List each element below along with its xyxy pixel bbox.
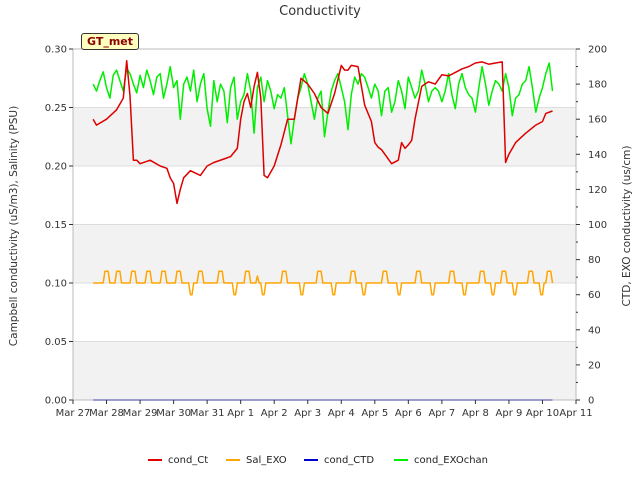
- legend-swatch-cond-ctd: [304, 459, 318, 461]
- x-tick-label: Apr 11: [559, 408, 592, 419]
- legend-item-cond-exochan: cond_EXOchan: [394, 450, 488, 470]
- right-y-tick-label: 200: [588, 45, 607, 56]
- right-y-tick-label: 20: [588, 360, 601, 371]
- left-y-tick-label: 0.00: [45, 396, 67, 407]
- x-tick-label: Apr 8: [462, 408, 489, 419]
- left-y-axis-label: Campbell conductivity (uS/m3), Salinity …: [8, 106, 20, 346]
- plot-band: [73, 283, 576, 342]
- plot-band: [73, 49, 576, 108]
- right-y-tick-label: 100: [588, 220, 607, 231]
- plot-band: [73, 224, 576, 283]
- right-y-tick-label: 80: [588, 255, 601, 266]
- x-tick-label: Mar 27: [56, 408, 91, 419]
- right-y-axis-ticks: 0 20 40 60 80 100 120 140 160 180 200: [576, 45, 607, 407]
- x-tick-label: Apr 10: [526, 408, 559, 419]
- x-tick-label: Apr 6: [395, 408, 422, 419]
- chart-title: Conductivity: [279, 4, 361, 19]
- legend-item-cond-ct: cond_Ct: [148, 450, 208, 470]
- left-y-tick-label: 0.05: [45, 337, 67, 348]
- legend-label-cond-ctd: cond_CTD: [324, 454, 375, 466]
- plot-band: [73, 166, 576, 225]
- plot-band: [73, 341, 576, 400]
- right-y-tick-label: 40: [588, 325, 601, 336]
- right-y-tick-label: 0: [588, 396, 594, 407]
- right-y-tick-label: 160: [588, 115, 607, 126]
- x-tick-label: Mar 31: [190, 408, 225, 419]
- x-tick-label: Apr 3: [294, 408, 321, 419]
- series-line-cond-ct: [92, 59, 553, 205]
- left-y-tick-label: 0.15: [45, 220, 67, 231]
- series-line-sal-exo: [93, 270, 554, 296]
- legend-item-cond-ctd: cond_CTD: [304, 450, 374, 470]
- left-y-axis-ticks: 0.00 0.05 0.10 0.15 0.20 0.25 0.30: [45, 45, 73, 407]
- legend-swatch-cond-ct: [148, 459, 162, 461]
- legend-swatch-sal-exo: [226, 459, 240, 461]
- right-y-tick-label: 120: [588, 185, 607, 196]
- x-tick-label: Apr 4: [328, 408, 355, 419]
- left-y-tick-label: 0.30: [45, 45, 67, 56]
- left-y-tick-label: 0.10: [45, 279, 67, 290]
- legend: cond_Ct Sal_EXO cond_CTD cond_EXOchan: [0, 450, 640, 470]
- x-tick-label: Apr 5: [361, 408, 388, 419]
- right-y-tick-label: 60: [588, 290, 601, 301]
- legend-label-cond-ct: cond_Ct: [168, 454, 209, 466]
- legend-swatch-cond-exochan: [394, 459, 408, 461]
- series-line-cond-exochan: [92, 62, 554, 145]
- x-tick-label: Mar 28: [89, 408, 124, 419]
- right-y-axis-label: CTD, EXO conductivity (us/cm): [621, 146, 633, 307]
- station-badge: GT_met: [81, 33, 140, 50]
- left-y-tick-label: 0.25: [45, 103, 67, 114]
- right-y-tick-label: 140: [588, 150, 607, 161]
- x-tick-label: Apr 7: [428, 408, 455, 419]
- x-tick-label: Mar 29: [123, 408, 158, 419]
- x-tick-label: Mar 30: [156, 408, 191, 419]
- legend-label-sal-exo: Sal_EXO: [246, 454, 287, 466]
- legend-item-sal-exo: Sal_EXO: [226, 450, 287, 470]
- legend-label-cond-exochan: cond_EXOchan: [414, 454, 489, 466]
- x-tick-label: Apr 9: [496, 408, 523, 419]
- left-y-tick-label: 0.20: [45, 162, 67, 173]
- right-y-tick-label: 180: [588, 80, 607, 91]
- x-tick-label: Apr 1: [227, 408, 254, 419]
- x-tick-label: Apr 2: [261, 408, 288, 419]
